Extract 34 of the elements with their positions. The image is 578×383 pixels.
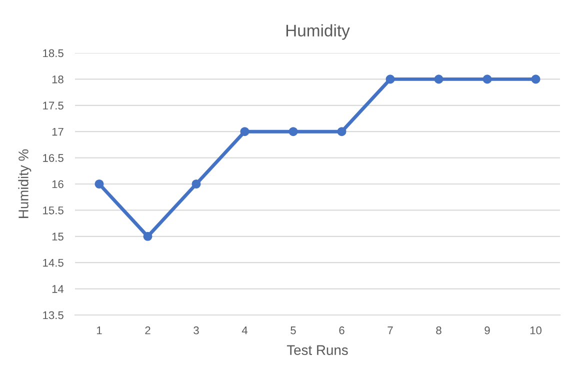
x-tick-label: 8 xyxy=(436,326,442,334)
y-tick-label: 14.5 xyxy=(43,258,64,267)
x-tick-label: 2 xyxy=(145,326,150,334)
y-axis-title: Humidity % xyxy=(18,149,32,218)
x-tick-label: 3 xyxy=(194,326,199,334)
x-tick-label: 7 xyxy=(388,326,393,334)
y-tick-label: 13.5 xyxy=(43,311,64,320)
point xyxy=(386,74,395,84)
y-tick-label: 16 xyxy=(52,180,64,188)
y-tick-label: 17.5 xyxy=(43,102,64,110)
point xyxy=(94,179,104,189)
y-tick-label: 17 xyxy=(52,128,64,136)
y-tick-label: 18 xyxy=(52,75,64,84)
x-tick-label: 10 xyxy=(530,326,542,334)
y-tick-label: 18.5 xyxy=(43,49,64,58)
chart-title: Humidity xyxy=(286,24,350,40)
x-tick-label: 5 xyxy=(290,326,296,334)
y-tick-label: 14 xyxy=(52,285,64,293)
x-tick-label: 6 xyxy=(339,326,344,334)
y-tick-label: 15.5 xyxy=(43,206,64,214)
x-tick-label: 9 xyxy=(484,326,490,334)
point xyxy=(192,179,201,189)
x-tick-label: 1 xyxy=(97,326,102,334)
point xyxy=(240,127,250,136)
point xyxy=(482,74,492,84)
x-tick-label: 4 xyxy=(242,326,248,334)
y-tick-label: 16.5 xyxy=(43,154,64,162)
point xyxy=(434,74,444,84)
point xyxy=(531,74,540,84)
y-tick-label: 15 xyxy=(52,232,64,241)
point xyxy=(288,127,298,136)
point xyxy=(337,127,346,136)
point xyxy=(143,232,152,241)
x-axis-title: Test Runs xyxy=(286,345,348,356)
